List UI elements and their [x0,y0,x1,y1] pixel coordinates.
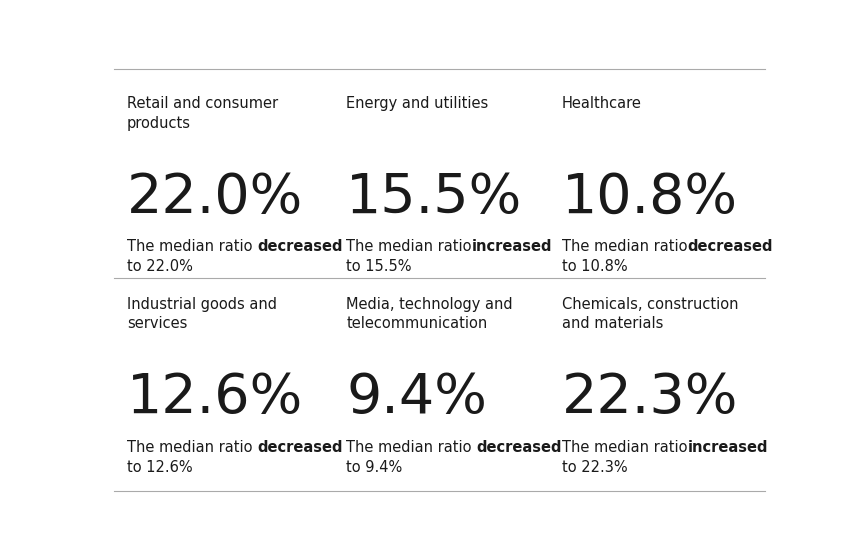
Text: The median ratio: The median ratio [127,440,257,455]
Text: Energy and utilities: Energy and utilities [346,96,488,111]
Text: decreased: decreased [257,440,343,455]
Text: decreased: decreased [257,239,343,254]
Text: increased: increased [471,239,552,254]
Text: The median ratio: The median ratio [346,239,471,254]
Text: to 9.4%: to 9.4% [346,460,403,475]
Text: Retail and consumer
products: Retail and consumer products [127,96,279,131]
Text: to 22.0%: to 22.0% [127,259,193,274]
Text: The median ratio: The median ratio [562,440,687,455]
Text: to 22.3%: to 22.3% [562,460,627,475]
Text: Industrial goods and
services: Industrial goods and services [127,297,277,331]
Text: Healthcare: Healthcare [562,96,642,111]
Text: 10.8%: 10.8% [562,171,738,225]
Text: Chemicals, construction
and materials: Chemicals, construction and materials [562,297,739,331]
Text: to 10.8%: to 10.8% [562,259,627,274]
Text: Media, technology and
telecommunication: Media, technology and telecommunication [346,297,512,331]
Text: to 12.6%: to 12.6% [127,460,193,475]
Text: to 15.5%: to 15.5% [346,259,411,274]
Text: The median ratio: The median ratio [346,440,476,455]
Text: The median ratio: The median ratio [562,239,687,254]
Text: decreased: decreased [687,239,773,254]
Text: 22.3%: 22.3% [562,372,739,425]
Text: decreased: decreased [476,440,562,455]
Text: 15.5%: 15.5% [346,171,523,225]
Text: 9.4%: 9.4% [346,372,488,425]
Text: increased: increased [687,440,768,455]
Text: The median ratio: The median ratio [127,239,257,254]
Text: 22.0%: 22.0% [127,171,303,225]
Text: 12.6%: 12.6% [127,372,303,425]
